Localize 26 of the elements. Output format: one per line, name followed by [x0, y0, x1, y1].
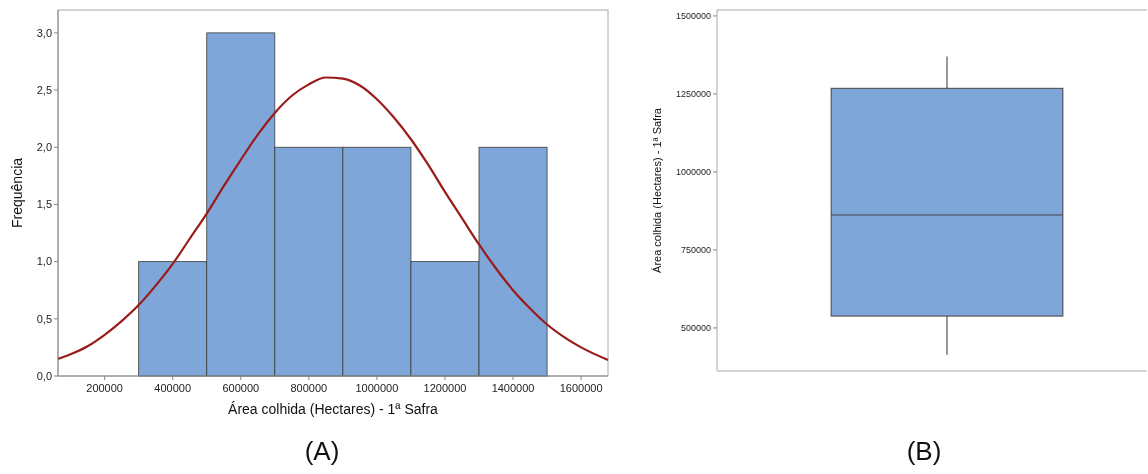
y-tick-label: 3,0 [36, 26, 52, 39]
x-tick-label: 800000 [290, 382, 328, 394]
x-tick-label: 1200000 [423, 382, 467, 394]
y-tick-label: 2,0 [36, 141, 52, 154]
y-tick-label: 1,5 [36, 198, 52, 211]
x-tick-label: 1600000 [559, 382, 603, 394]
y-axis-title: Frequência [9, 157, 25, 229]
x-tick-label: 400000 [154, 382, 192, 394]
y-tick-label: 1250000 [675, 89, 711, 100]
x-tick-label: 1000000 [355, 382, 399, 394]
y-tick-label: 0,0 [36, 369, 52, 382]
y-axis-title: Área colhida (Hectares) - 1ª Safra [651, 107, 663, 273]
y-tick-label: 750000 [680, 245, 711, 256]
y-tick-label: 500000 [680, 323, 711, 334]
y-tick-label: 1000000 [675, 167, 711, 178]
x-tick-label: 600000 [222, 382, 260, 394]
text: (B) [906, 436, 942, 466]
x-axis-title: Área colhida (Hectares) - 1ª Safra [228, 401, 439, 417]
y-tick-label: 2,5 [36, 83, 52, 96]
y-tick-label: 0,5 [36, 312, 52, 325]
y-tick-label: 1,0 [36, 255, 52, 268]
x-tick-label: 200000 [86, 382, 123, 394]
line-series [56, 76, 610, 362]
text: (A) [304, 436, 340, 466]
x-tick-label: 1400000 [491, 382, 535, 394]
y-tick-label: 1500000 [675, 11, 711, 22]
